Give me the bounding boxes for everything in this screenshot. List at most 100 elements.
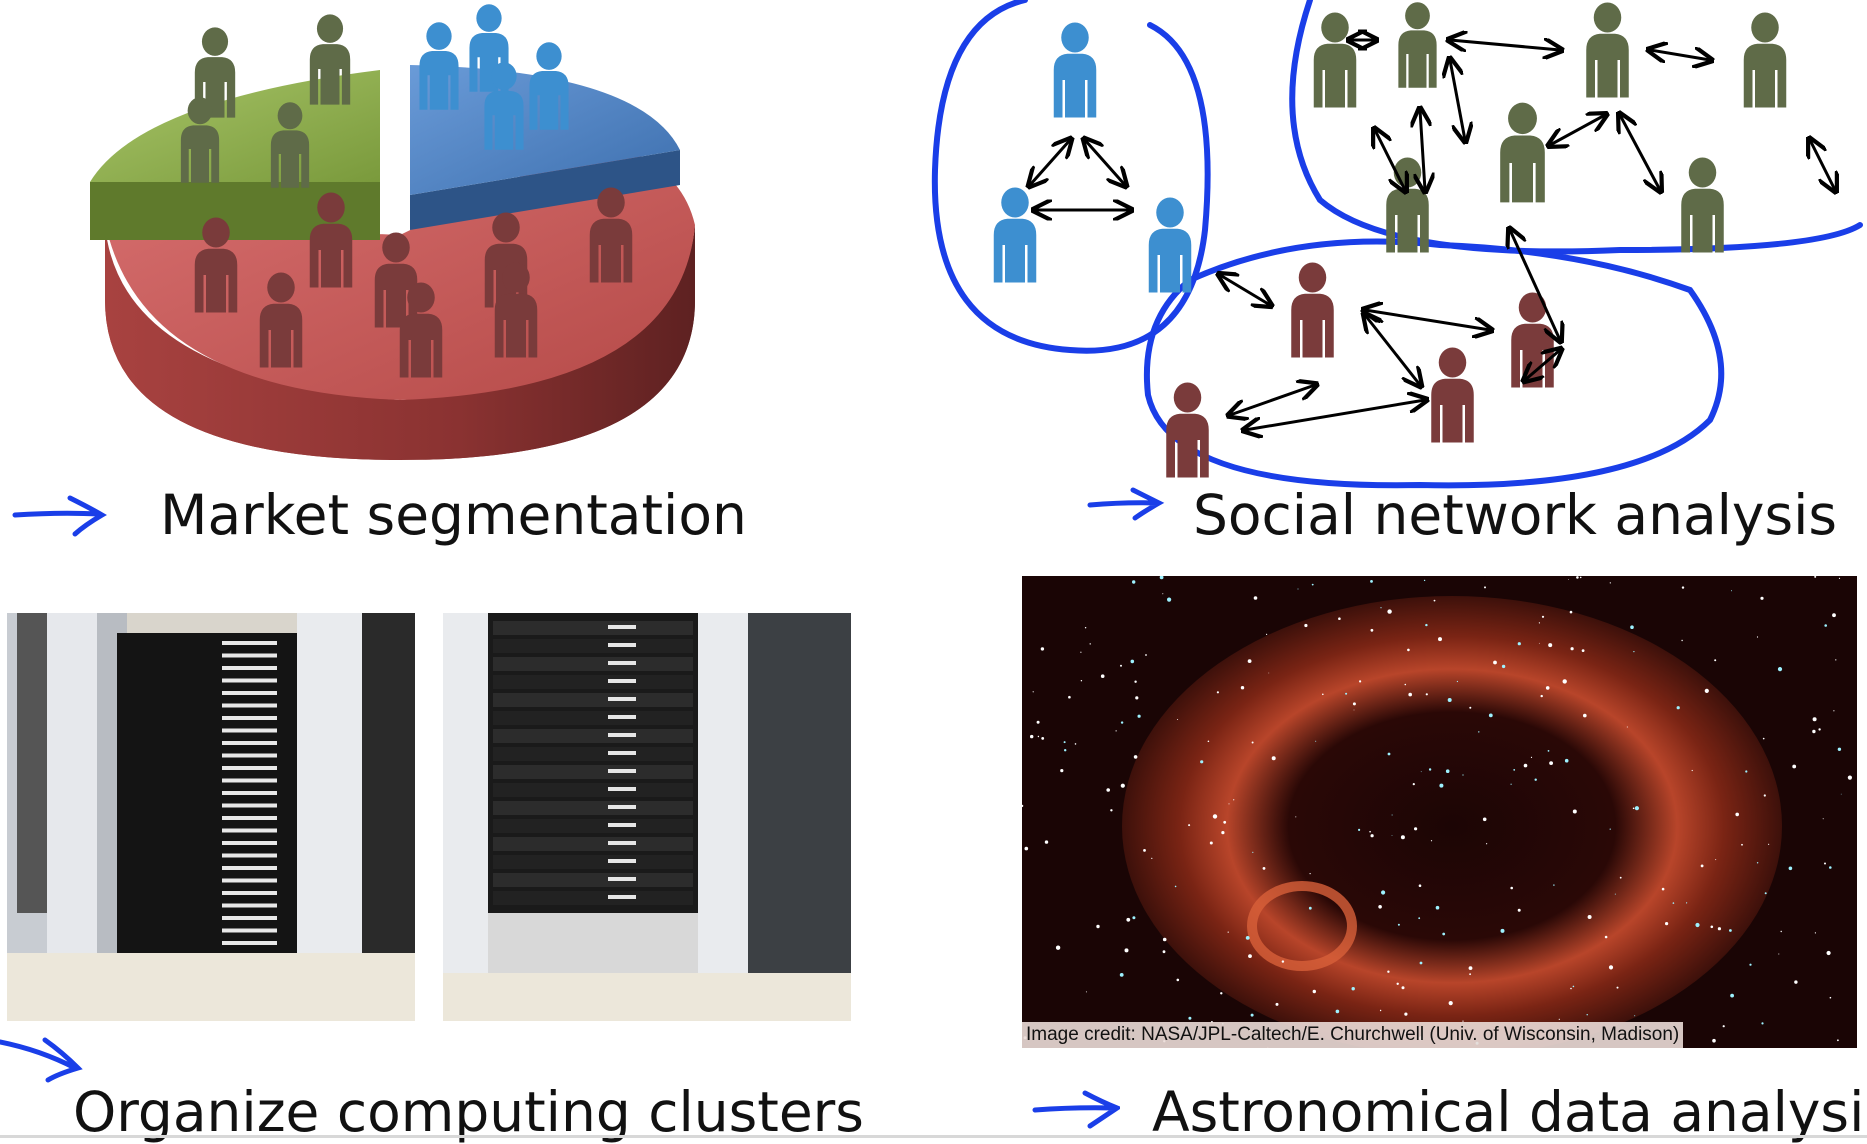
star: [1814, 932, 1816, 934]
star: [1055, 945, 1061, 950]
star: [1419, 961, 1423, 965]
star: [1633, 651, 1635, 653]
server-slot: [222, 641, 277, 645]
star: [1715, 859, 1717, 861]
star: [1132, 916, 1136, 920]
star: [1391, 814, 1393, 816]
star: [1553, 884, 1555, 886]
star: [1435, 905, 1440, 910]
star: [1756, 636, 1759, 638]
server-slot: [222, 666, 277, 670]
server-unit: [493, 873, 693, 887]
star: [1351, 987, 1355, 991]
star: [1704, 688, 1709, 693]
star: [1586, 1014, 1588, 1016]
server-unit: [493, 729, 693, 743]
star: [1833, 710, 1835, 712]
star: [1308, 906, 1312, 910]
star: [1133, 755, 1138, 759]
caption-organize-computing-clusters: Organize computing clusters: [73, 1080, 864, 1144]
star: [1847, 775, 1852, 780]
star: [1681, 639, 1683, 642]
star: [1407, 648, 1410, 652]
star: [1564, 758, 1569, 763]
server-unit: [493, 621, 693, 635]
server-label: [608, 787, 636, 791]
server-label: [608, 715, 636, 719]
arrow-icon: [1087, 487, 1165, 521]
server-slot: [222, 691, 277, 695]
star: [1829, 996, 1832, 999]
star: [1568, 579, 1569, 580]
server-slot: [222, 716, 277, 720]
star: [1442, 932, 1446, 936]
star: [1063, 741, 1066, 744]
star: [1676, 706, 1680, 710]
star: [1731, 590, 1732, 592]
star: [1135, 696, 1139, 700]
star: [1616, 986, 1619, 989]
star: [1462, 774, 1464, 776]
server-label: [608, 805, 636, 809]
star: [1439, 783, 1444, 788]
star: [1634, 806, 1639, 811]
star: [1425, 623, 1428, 627]
star: [1022, 804, 1024, 808]
server-unit: [493, 639, 693, 653]
star: [1609, 828, 1611, 830]
star: [1311, 583, 1314, 586]
star: [1188, 1016, 1192, 1020]
star: [1829, 866, 1832, 869]
star: [1814, 576, 1817, 578]
server-slot: [222, 816, 277, 820]
star: [1240, 686, 1245, 690]
star: [1482, 817, 1487, 822]
server-slot: [222, 703, 277, 708]
server-label: [608, 895, 636, 899]
star: [1764, 892, 1767, 895]
star: [1338, 617, 1341, 620]
star: [1500, 928, 1505, 933]
star: [1626, 726, 1628, 728]
star: [1216, 691, 1219, 694]
server-slot: [222, 853, 277, 858]
star: [1558, 1018, 1560, 1020]
star: [1080, 680, 1083, 682]
star: [1120, 783, 1125, 788]
star: [1250, 1013, 1254, 1017]
star: [1370, 834, 1374, 838]
server-label: [608, 679, 636, 683]
star: [1462, 1020, 1464, 1022]
star: [1124, 948, 1129, 953]
star: [1794, 980, 1798, 984]
star: [1130, 659, 1135, 664]
star: [1159, 576, 1164, 580]
star: [1447, 698, 1452, 702]
server-slot: [222, 728, 277, 733]
star: [1060, 769, 1064, 773]
server-unit: [493, 819, 693, 833]
star: [1032, 691, 1034, 693]
star: [1251, 741, 1254, 744]
star: [1792, 764, 1797, 769]
star: [1538, 622, 1540, 624]
star: [1223, 820, 1227, 824]
star: [1812, 717, 1817, 722]
server-slot: [222, 678, 277, 683]
star: [1788, 866, 1793, 871]
star: [1835, 659, 1837, 661]
server-label: [608, 697, 636, 701]
star: [1695, 922, 1700, 928]
star: [1818, 728, 1821, 731]
server-label: [608, 751, 636, 755]
star: [1266, 633, 1268, 635]
star: [1137, 714, 1141, 718]
star: [1221, 831, 1225, 835]
star: [1672, 902, 1675, 904]
star: [1068, 695, 1071, 699]
star: [1608, 965, 1614, 970]
server-slot: [222, 891, 277, 895]
server-slot: [222, 803, 277, 808]
star: [1369, 830, 1371, 833]
star: [1233, 799, 1235, 801]
